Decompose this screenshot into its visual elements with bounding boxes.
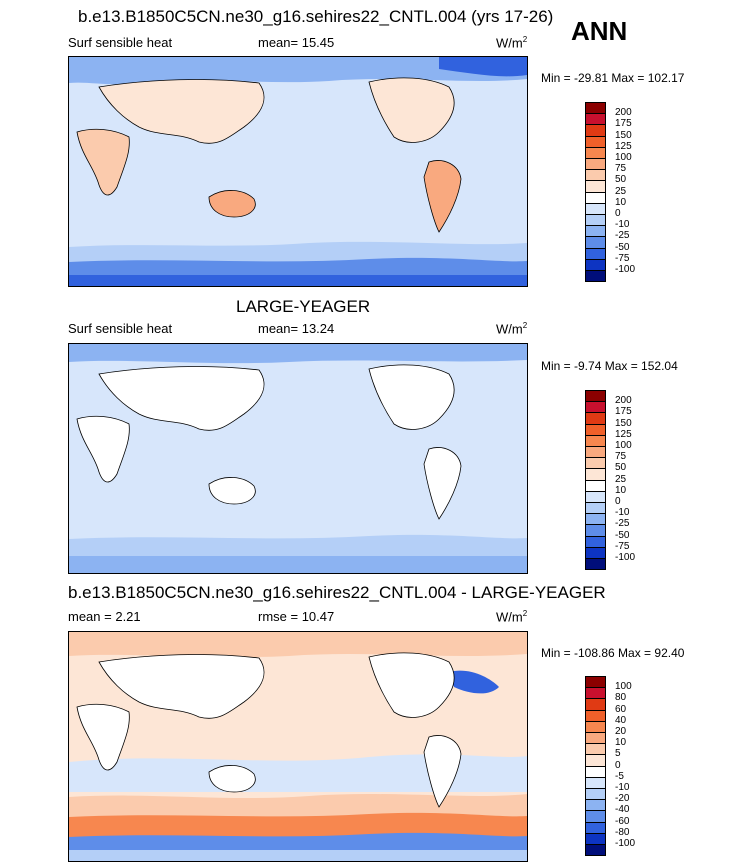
colorbar-label: -80 [615,826,630,838]
panel1-mean: mean= 15.45 [258,35,335,50]
colorbar-label: 100 [615,152,632,163]
colorbar-label: 125 [615,140,632,152]
colorbar-label: 75 [615,451,627,463]
colorbar-label: 0 [615,759,621,771]
colorbar-label: 80 [615,692,627,704]
colorbar-label: 175 [615,406,632,418]
colorbar-label: 100 [615,681,632,693]
panel1-title: b.e13.B1850C5CN.ne30_g16.sehires22_CNTL.… [78,7,554,26]
colorbar-label: 0 [615,496,621,507]
colorbar-label: 100 [615,440,632,451]
colorbar-label: -25 [615,518,630,530]
colorbar-label: -75 [615,540,630,552]
panel1-unit: W/m2 [496,35,528,51]
panel1-left-label: Surf sensible heat [68,35,173,50]
colorbar-label: 175 [615,118,632,130]
colorbar-label: 20 [615,726,627,737]
colorbar-label: 200 [615,107,632,119]
panel2-title: LARGE-YEAGER [236,297,371,316]
colorbar-label: 50 [615,174,627,186]
colorbar-label: -50 [615,241,630,253]
colorbar-label: 200 [615,395,632,407]
colorbar-label: -10 [615,219,630,231]
colorbar-label: 10 [615,484,627,496]
colorbar-label: -100 [615,838,636,849]
colorbar-label: 0 [615,208,621,219]
colorbar-panel2: 200 175 150 125 100 75 50 25 10 0 -10 -25 -50 -75 -100 [585,390,665,571]
panel2-mean: mean= 13.24 [258,321,335,336]
colorbar-label: 125 [615,428,632,440]
panel3-map [68,631,528,862]
colorbar-label: 10 [615,737,627,749]
panel3-mean: mean = 2.21 [68,609,141,624]
colorbar-label: 50 [615,462,627,474]
colorbar-label: -60 [615,815,630,827]
colorbar-swatch [585,270,606,283]
colorbar-label: -10 [615,507,630,519]
colorbar-label: -20 [615,793,630,805]
colorbar-label: -100 [615,552,636,563]
panel1-minmax: Min = -29.81 Max = 102.17 [541,71,685,85]
panel1-map [68,56,528,287]
panel2-left-label: Surf sensible heat [68,321,173,336]
colorbar-label: -10 [615,782,630,793]
panel3-unit: W/m2 [496,609,528,625]
season-label: ANN [571,16,628,46]
colorbar-label: -75 [615,252,630,264]
colorbar-swatch [585,558,606,571]
colorbar-label: -5 [615,770,624,782]
panel2-minmax: Min = -9.74 Max = 152.04 [541,359,678,373]
colorbar-label: 25 [615,185,627,197]
panel2-map [68,343,528,574]
panel3-rmse: rmse = 10.47 [258,609,335,624]
colorbar-swatch [585,844,606,857]
panel2-unit: W/m2 [496,321,528,337]
colorbar-label: 40 [615,714,627,726]
colorbar-label: -25 [615,230,630,242]
colorbar-label: 25 [615,473,627,485]
colorbar-label: 60 [615,703,627,715]
colorbar-panel1: 200 175 150 125 100 75 50 25 10 0 -10 -25 -50 -75 -100 [585,102,665,283]
colorbar-label: 150 [615,129,632,141]
colorbar-label: -100 [615,264,636,275]
panel3-minmax: Min = -108.86 Max = 92.40 [541,646,685,660]
colorbar-label: 5 [615,748,621,760]
colorbar-label: -50 [615,529,630,541]
colorbar-label: 150 [615,417,632,429]
colorbar-panel3: 100 80 60 40 20 10 5 0 -5 -10 -20 -40 -60 -80 -100 [585,676,665,857]
colorbar-label: 10 [615,196,627,208]
panel3-title: b.e13.B1850C5CN.ne30_g16.sehires22_CNTL.… [68,583,606,602]
colorbar-label: -40 [615,804,630,816]
colorbar-label: 75 [615,163,627,175]
